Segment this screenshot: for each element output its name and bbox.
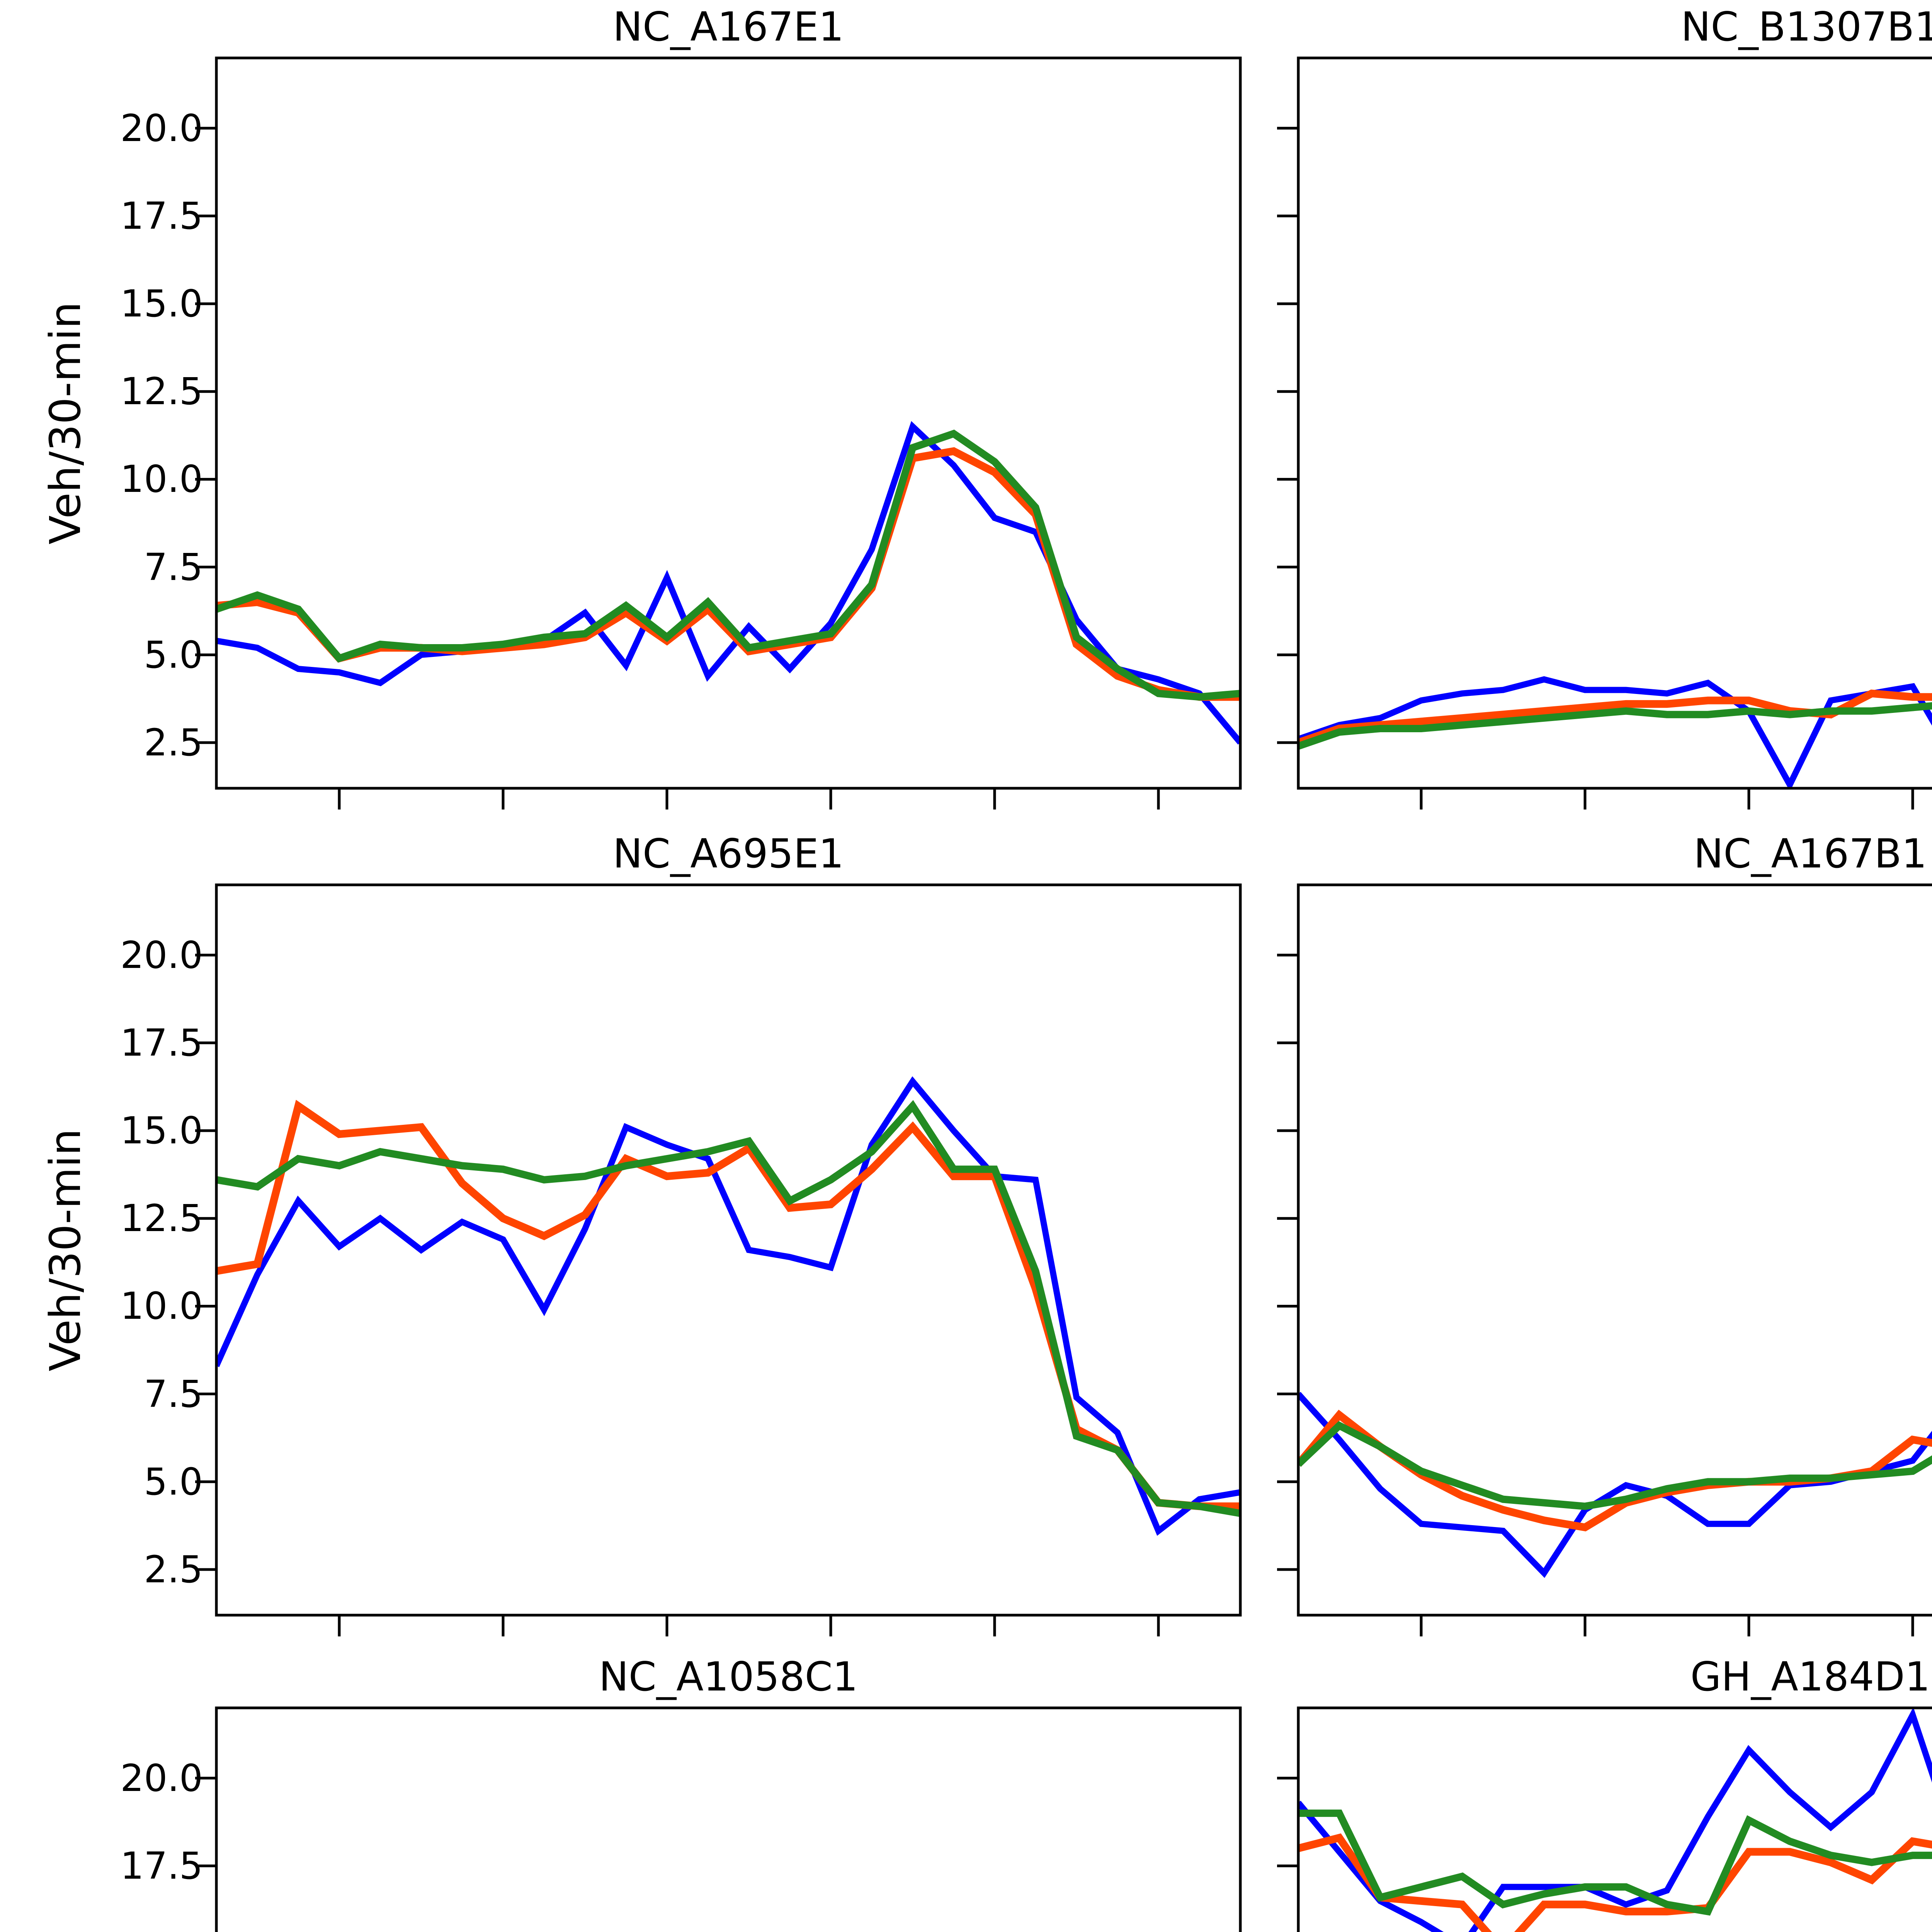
axes-spines xyxy=(215,56,1242,790)
plot-area xyxy=(1277,883,1932,1636)
y-tick-label: 17.5 xyxy=(120,1021,203,1065)
y-tick-label: 15.0 xyxy=(120,1109,203,1153)
subplot-gh_a184d1: GH_A184D108:0010:0012:0014:0016:0018:00T… xyxy=(1277,1654,1932,1932)
axes-spines xyxy=(1297,883,1932,1617)
series-line-measured xyxy=(1298,1392,1932,1578)
y-tick-label: 20.0 xyxy=(120,106,203,150)
line-chart-svg xyxy=(195,883,1242,1636)
y-tick-label: 20.0 xyxy=(120,933,203,977)
subplot-title: NC_A167E1 xyxy=(612,4,844,50)
series-line-measured xyxy=(1298,1708,1932,1932)
line-chart-svg xyxy=(195,1706,1242,1932)
plot-area xyxy=(195,56,1242,810)
subplot-nc_b1307b1: NC_B1307B1 xyxy=(1277,4,1932,810)
series-line-rf-0-nearby xyxy=(1298,1410,1932,1532)
series-line-rf-4-nearby xyxy=(1298,1421,1932,1510)
y-tick-label: 2.5 xyxy=(144,1548,203,1591)
subplot-title: GH_A184D1 xyxy=(1690,1654,1930,1700)
y-tick-label: 10.0 xyxy=(120,457,203,501)
plot-area xyxy=(195,1706,1242,1932)
y-tick-label: 2.5 xyxy=(144,721,203,764)
subplot-nc_a167e1: NC_A167E1 2.5 5.0 7.5 10.0 12.5 15.0 17.5 20.0 Ve… xyxy=(41,4,1242,810)
axes-spines xyxy=(215,1706,1242,1932)
plot-area xyxy=(1277,56,1932,810)
subplot-nc_a167b1: NC_A167B1 xyxy=(1277,831,1932,1636)
plot-area xyxy=(195,883,1242,1636)
plot-area xyxy=(1277,1706,1932,1932)
y-tick-label: 10.0 xyxy=(120,1284,203,1328)
series-line-rf-4-nearby xyxy=(216,1100,1240,1517)
y-tick-label: 12.5 xyxy=(120,370,203,413)
y-tick-label: 5.0 xyxy=(144,1460,203,1503)
subplot-title: NC_A167B1 xyxy=(1694,831,1927,877)
axes-spines xyxy=(1297,1706,1932,1932)
y-tick-label: 7.5 xyxy=(144,1372,203,1416)
series-line-measured xyxy=(216,1076,1240,1536)
series-line-rf-0-nearby xyxy=(1298,1833,1932,1932)
series-line-rf-0-nearby xyxy=(216,1100,1240,1510)
axes-spines xyxy=(1297,56,1932,790)
line-chart-svg xyxy=(1277,883,1932,1636)
series-line-rf-4-nearby xyxy=(1298,1810,1932,1916)
subplot-title: NC_A1058C1 xyxy=(599,1654,858,1700)
line-chart-svg xyxy=(1277,56,1932,810)
y-axis-label: Veh/30-min xyxy=(41,301,90,545)
line-chart-svg xyxy=(1277,1706,1932,1932)
subplot-nc_a1058c1: NC_A1058C12.55.07.510.012.515.017.520.0V… xyxy=(120,1654,1242,1932)
line-chart-svg xyxy=(195,56,1242,810)
y-tick-label: 12.5 xyxy=(120,1197,203,1240)
subplot-title: NC_B1307B1 xyxy=(1681,4,1932,50)
y-tick-label: 15.0 xyxy=(120,282,203,326)
series-line-measured xyxy=(1298,676,1932,788)
series-line-rf-4-nearby xyxy=(1298,702,1932,750)
y-tick-label: 20.0 xyxy=(120,1756,203,1800)
subplot-title: NC_A695E1 xyxy=(612,831,844,877)
series-line-rf-0-nearby xyxy=(216,447,1240,701)
y-tick-label: 17.5 xyxy=(120,194,203,238)
y-axis-label: Veh/30-min xyxy=(41,1128,90,1372)
series-line-rf-4-nearby xyxy=(216,429,1240,701)
subplot-nc_a695e1: NC_A695E1 2.5 5.0 7.5 10.0 12.5 15.0 17.5 20.0 Ve… xyxy=(41,831,1242,1636)
y-tick-label: 7.5 xyxy=(144,545,203,589)
axes-spines xyxy=(215,883,1242,1617)
series-line-measured xyxy=(216,421,1240,745)
y-tick-label: 17.5 xyxy=(120,1844,203,1888)
y-tick-label: 5.0 xyxy=(144,633,203,677)
